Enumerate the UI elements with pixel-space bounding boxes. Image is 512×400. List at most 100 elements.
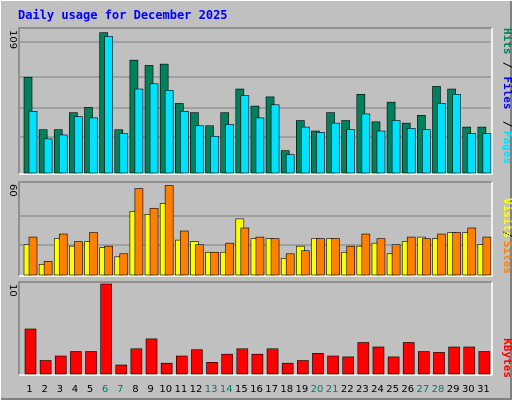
sites-bar	[179, 230, 189, 276]
sites-bar	[285, 253, 295, 276]
x-tick-label: 19	[296, 384, 309, 395]
x-tick-label: 10	[159, 384, 172, 395]
panel-bevel-light	[19, 282, 493, 376]
kbytes-bar	[357, 342, 370, 375]
pages-bar	[467, 133, 477, 174]
kbytes-bar	[418, 351, 430, 375]
x-axis-labels: 1 2 3 4 5 6 7 8 9 10 11 12 13 14 15 16 17 18 19 20 21 22 23 24 2…	[26, 384, 489, 395]
pages-bar	[134, 88, 144, 174]
sites-bar	[28, 236, 38, 276]
pages-bar	[391, 120, 401, 174]
x-tick-label: 2	[42, 384, 48, 395]
x-tick-label: 21	[326, 384, 339, 395]
legend-sep-3: /	[501, 231, 512, 238]
y-max-label: 60	[7, 184, 18, 197]
x-tick-label: 15	[235, 384, 248, 395]
sites-bar	[482, 236, 492, 276]
kbytes-bar	[463, 346, 476, 375]
x-tick-label: 17	[265, 384, 278, 395]
kbytes-bar	[281, 362, 294, 375]
x-tick-label: 27	[417, 384, 430, 395]
hits-panel: 109	[7, 27, 493, 175]
y-max-label: 10	[7, 284, 18, 297]
kbytes-bar	[433, 352, 445, 375]
pages-bar	[285, 154, 295, 174]
kbytes-bar	[342, 356, 355, 375]
sites-bar	[74, 241, 83, 276]
sites-bar	[467, 227, 477, 276]
pages-bar	[164, 90, 174, 174]
sites-bar	[301, 250, 310, 276]
sites-bar	[452, 232, 461, 276]
pages-bar	[270, 104, 280, 174]
legend-visits-panel: Sites / Visits	[501, 198, 512, 274]
kbytes-bar	[145, 338, 158, 375]
x-tick-label: 28	[432, 384, 445, 395]
sites-bar	[331, 238, 340, 276]
sites-bar	[406, 236, 416, 276]
x-tick-label: 18	[280, 384, 293, 395]
kbytes-bar	[478, 351, 491, 375]
kbytes-bar	[85, 351, 97, 375]
x-tick-label: 9	[147, 384, 153, 395]
pages-bar	[58, 134, 68, 174]
chart-title: Daily usage for December 2025	[18, 8, 228, 22]
legend-visits: Visits	[501, 198, 512, 238]
pages-bar	[316, 132, 325, 174]
pages-bar	[225, 124, 234, 174]
legend-kbytes-panel: KBytes	[501, 338, 512, 378]
kbytes-bar	[100, 283, 112, 375]
kbytes-bar	[39, 360, 52, 375]
x-tick-label: 3	[57, 384, 63, 395]
x-tick-label: 8	[132, 384, 138, 395]
x-tick-label: 6	[102, 384, 108, 395]
pages-bar	[89, 117, 98, 174]
pages-bar	[361, 113, 371, 174]
x-tick-label: 13	[205, 384, 218, 395]
pages-bar	[422, 129, 431, 174]
sites-bar	[119, 253, 129, 276]
kbytes-bar	[266, 348, 279, 375]
x-tick-label: 31	[477, 384, 490, 395]
pages-bar	[406, 128, 416, 174]
legend-files: Files	[501, 76, 512, 109]
kbytes-bar	[221, 353, 233, 375]
pages-bar	[104, 36, 113, 174]
sites-bar	[104, 245, 113, 276]
kbytes-bar	[372, 346, 385, 375]
sites-bar	[164, 185, 174, 276]
sites-bar	[391, 244, 401, 276]
visits-panel: 60	[7, 181, 493, 277]
kbytes-bar	[206, 361, 218, 375]
x-tick-label: 25	[386, 384, 399, 395]
sites-bar	[422, 238, 431, 276]
pages-bar	[43, 138, 53, 174]
legend-sep-1: /	[501, 121, 512, 128]
sites-bar	[316, 238, 325, 276]
pages-bar	[346, 129, 356, 174]
y-max-label: 109	[7, 30, 18, 49]
x-tick-label: 22	[341, 384, 354, 395]
kbytes-panel: 10	[7, 281, 493, 376]
sites-bar	[437, 233, 446, 276]
x-tick-label: 1	[26, 384, 32, 395]
x-tick-label: 16	[250, 384, 263, 395]
kbytes-bar	[448, 346, 460, 375]
legend-pages: Pages	[501, 131, 512, 164]
kbytes-bar	[115, 364, 128, 375]
pages-bar	[149, 83, 159, 174]
sites-bar	[225, 242, 234, 276]
kbytes-bar	[70, 351, 82, 375]
panel-bevel-light	[19, 28, 493, 175]
x-tick-label: 29	[447, 384, 460, 395]
sites-bar	[43, 261, 53, 276]
x-tick-label: 23	[356, 384, 369, 395]
sites-bar	[255, 236, 265, 276]
kbytes-bar	[130, 348, 143, 375]
sites-bar	[149, 207, 159, 276]
legend-kbytes: KBytes	[501, 338, 512, 378]
kbytes-bar	[387, 356, 400, 375]
sites-bar	[346, 245, 356, 276]
